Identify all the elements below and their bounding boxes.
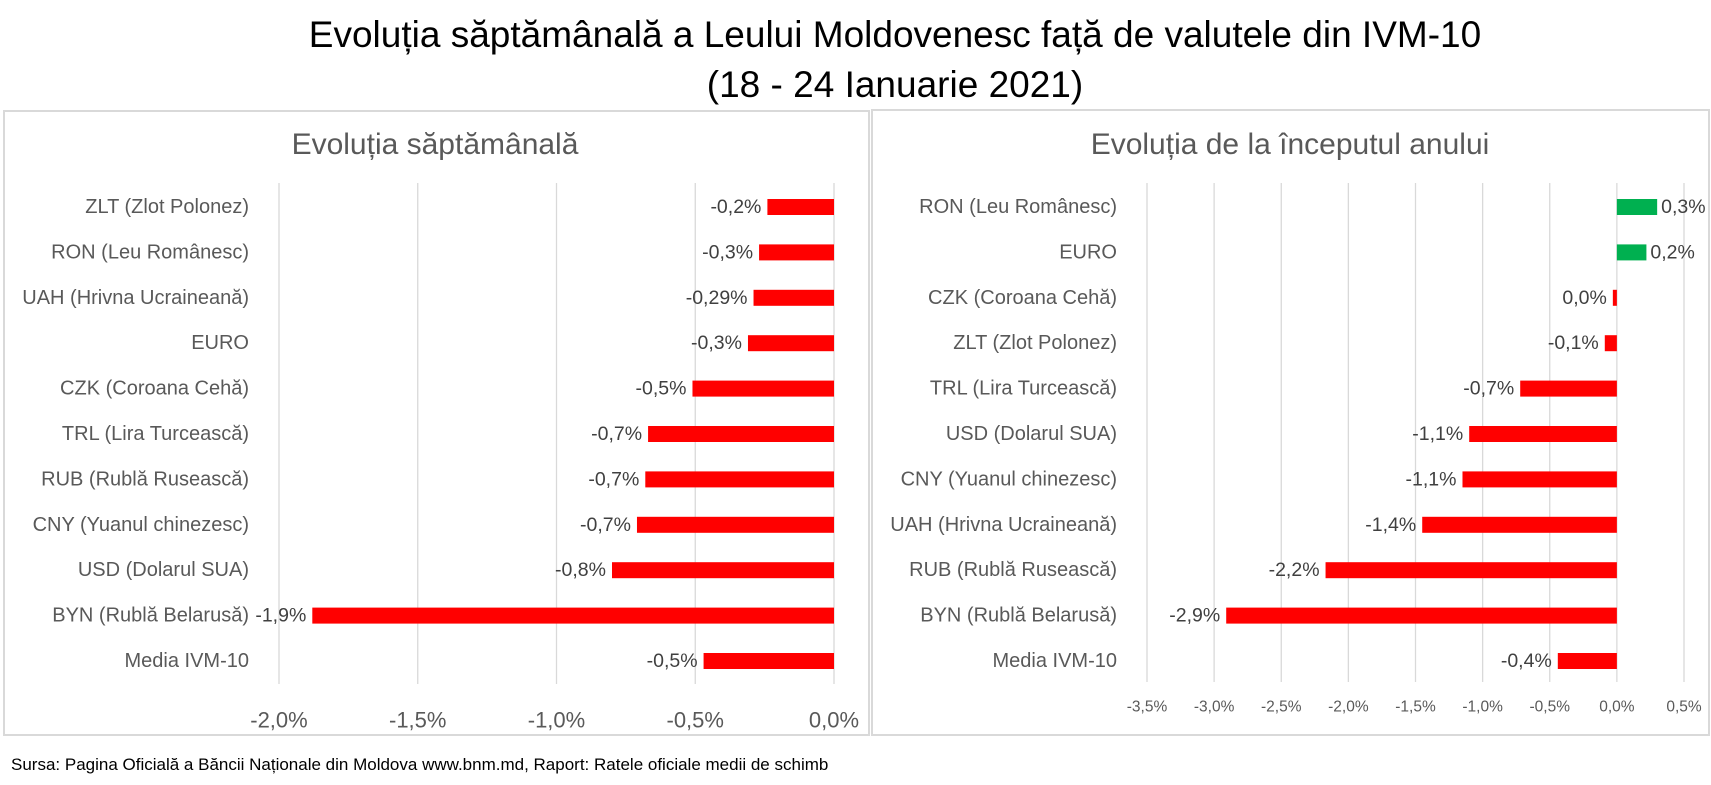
data-label: -0,3% bbox=[702, 241, 753, 263]
category-label: RUB (Rublă Rusească) bbox=[41, 468, 249, 490]
category-label: BYN (Rublă Belarusă) bbox=[52, 605, 249, 627]
bar bbox=[648, 426, 834, 442]
x-tick-label: -1,0% bbox=[528, 708, 585, 733]
bar bbox=[312, 607, 834, 624]
bar bbox=[692, 380, 834, 397]
data-label: -0,7% bbox=[588, 468, 639, 490]
category-label: CZK (Coroana Cehă) bbox=[60, 378, 249, 400]
chart-panel-year-to-date bbox=[871, 109, 1710, 736]
data-label: -0,5% bbox=[636, 378, 687, 400]
x-tick-label: -1,5% bbox=[1395, 699, 1436, 716]
data-label: -0,3% bbox=[691, 332, 742, 354]
category-label: RON (Leu Românesc) bbox=[51, 241, 249, 263]
category-label: CNY (Yuanul chinezesc) bbox=[33, 514, 249, 536]
data-label: -1,1% bbox=[1412, 423, 1463, 445]
bar bbox=[1520, 380, 1617, 397]
data-label: 0,2% bbox=[1650, 241, 1694, 263]
data-label: -0,2% bbox=[710, 196, 761, 218]
bar bbox=[645, 471, 834, 488]
bar bbox=[703, 653, 834, 669]
chart-title-year-to-date: Evoluția de la începutul anului bbox=[1090, 128, 1490, 161]
category-label: Media IVM-10 bbox=[125, 650, 250, 672]
bar bbox=[636, 516, 834, 533]
data-label: -1,4% bbox=[1365, 514, 1416, 536]
source-note: Sursa: Pagina Oficială a Băncii Național… bbox=[11, 755, 829, 774]
bar bbox=[1469, 426, 1617, 442]
data-label: -0,1% bbox=[1548, 332, 1599, 354]
data-label: 0,0% bbox=[1562, 287, 1606, 309]
bar-chart-weekly: -2,0% -1,5% -1,0% -0,5% 0,0% ZLT (Zlot Polone… bbox=[22, 183, 859, 733]
chart-panel-weekly bbox=[3, 110, 870, 736]
bar bbox=[747, 335, 834, 352]
data-label: -0,7% bbox=[1463, 378, 1514, 400]
data-label: -2,9% bbox=[1169, 605, 1220, 627]
x-tick-label: -2,0% bbox=[1328, 699, 1369, 716]
bar-chart-year-to-date: -3,5% -3,0% -2,5% -2,0% -1,5% -1,0% -0,5% 0,0% 0… bbox=[890, 183, 1706, 716]
bar bbox=[1462, 471, 1617, 488]
bar bbox=[1422, 516, 1617, 533]
bar bbox=[1616, 199, 1658, 215]
x-tick-label: 0,5% bbox=[1666, 699, 1702, 716]
data-label: 0,3% bbox=[1661, 196, 1705, 218]
data-label: -0,7% bbox=[591, 423, 642, 445]
x-tick-label: -1,0% bbox=[1462, 699, 1503, 716]
data-label: -0,5% bbox=[647, 650, 698, 672]
x-tick-label: -3,0% bbox=[1194, 699, 1235, 716]
bar bbox=[767, 199, 834, 215]
data-label: -1,1% bbox=[1406, 468, 1457, 490]
bar bbox=[1616, 244, 1647, 261]
category-label: UAH (Hrivna Ucraineană) bbox=[890, 514, 1117, 536]
data-label: -0,4% bbox=[1501, 650, 1552, 672]
data-label: -1,9% bbox=[255, 605, 306, 627]
category-label: CNY (Yuanul chinezesc) bbox=[901, 468, 1117, 490]
category-label: CZK (Coroana Cehă) bbox=[928, 287, 1117, 309]
category-label: EURO bbox=[191, 332, 249, 354]
x-tick-label: -0,5% bbox=[667, 708, 724, 733]
bar bbox=[1612, 289, 1617, 306]
category-label: ZLT (Zlot Polonez) bbox=[85, 196, 249, 218]
data-label: -0,29% bbox=[686, 287, 748, 309]
data-label: -0,7% bbox=[580, 514, 631, 536]
bar bbox=[753, 289, 834, 306]
category-label: Media IVM-10 bbox=[993, 650, 1118, 672]
category-label: TRL (Lira Turcească) bbox=[930, 378, 1117, 400]
category-label: TRL (Lira Turcească) bbox=[62, 423, 249, 445]
x-tick-label: -1,5% bbox=[389, 708, 446, 733]
category-label: USD (Dolarul SUA) bbox=[78, 559, 249, 581]
x-tick-label: -3,5% bbox=[1127, 699, 1168, 716]
category-label: ZLT (Zlot Polonez) bbox=[953, 332, 1117, 354]
data-label: -0,8% bbox=[555, 559, 606, 581]
x-tick-label: 0,0% bbox=[1599, 699, 1635, 716]
chart-title-weekly: Evoluția săptămânală bbox=[291, 128, 579, 161]
bar bbox=[1226, 607, 1617, 624]
bar bbox=[1325, 562, 1617, 579]
bar bbox=[759, 244, 834, 261]
category-label: RUB (Rublă Rusească) bbox=[909, 559, 1117, 581]
main-subtitle-period: (18 - 24 Ianuarie 2021) bbox=[706, 64, 1084, 105]
bar bbox=[612, 562, 834, 579]
category-label: RON (Leu Românesc) bbox=[919, 196, 1117, 218]
x-tick-label: -0,5% bbox=[1530, 699, 1571, 716]
x-tick-label: -2,0% bbox=[250, 708, 307, 733]
x-tick-label: -2,5% bbox=[1261, 699, 1302, 716]
category-label: USD (Dolarul SUA) bbox=[946, 423, 1117, 445]
category-label: EURO bbox=[1059, 241, 1117, 263]
data-label: -2,2% bbox=[1269, 559, 1320, 581]
category-label: UAH (Hrivna Ucraineană) bbox=[22, 287, 249, 309]
category-label: BYN (Rublă Belarusă) bbox=[920, 605, 1117, 627]
main-title: Evoluția săptămânală a Leului Moldovenes… bbox=[308, 14, 1482, 55]
bar bbox=[1604, 335, 1617, 352]
bar bbox=[1557, 653, 1617, 669]
x-tick-label: 0,0% bbox=[809, 708, 859, 733]
